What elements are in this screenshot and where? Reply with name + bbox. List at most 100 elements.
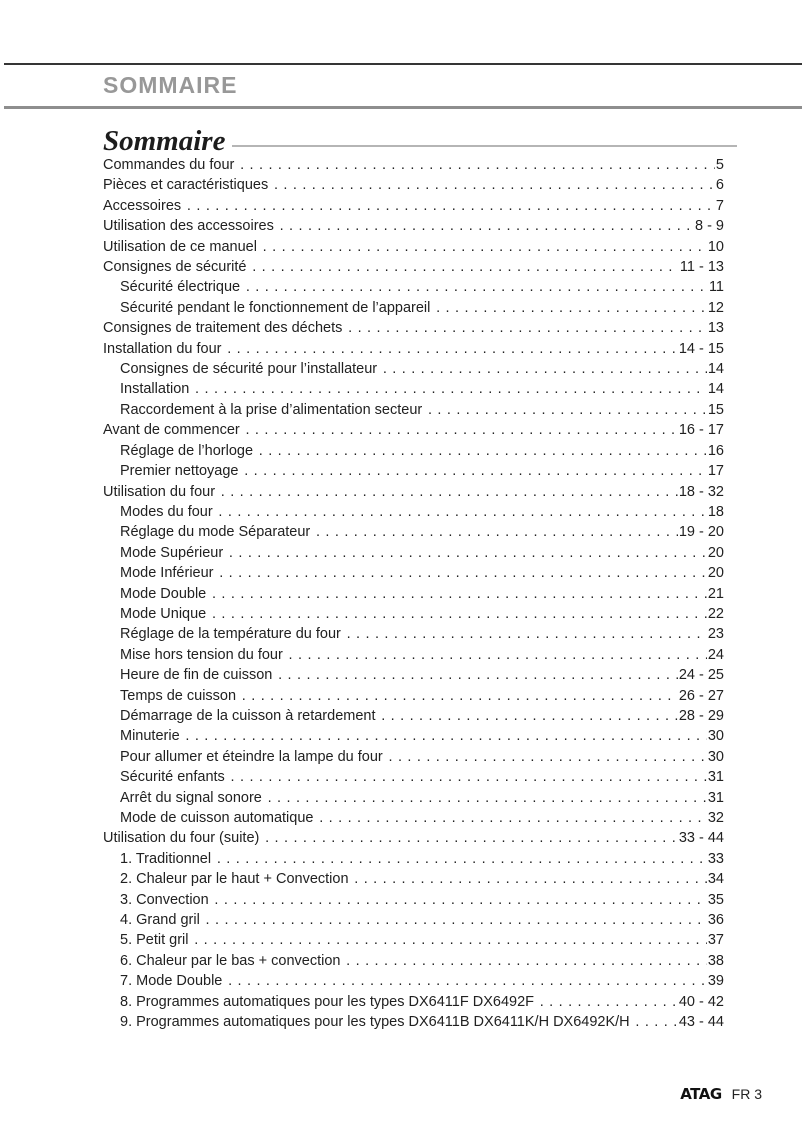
toc-leader-dots: . . . . . . . . . . . . . . . . . . . . … (278, 667, 678, 684)
toc-entry-page: 8 - 9 (694, 218, 724, 235)
toc-entry: 7. Mode Double . . . . . . . . . . . . .… (103, 971, 724, 991)
toc-leader-dots: . . . . . . . . . . . . . . . . . . . . … (635, 1014, 678, 1031)
page-header-title: SOMMAIRE (103, 72, 238, 98)
toc-entry: Consignes de sécurité pour l’installateu… (103, 359, 724, 379)
toc-leader-dots: . . . . . . . . . . . . . . . . . . . . … (227, 340, 677, 357)
toc-entry-page: 24 (707, 646, 724, 663)
toc-leader-dots: . . . . . . . . . . . . . . . . . . . . … (219, 565, 707, 582)
toc-entry-label: Commandes du four (103, 157, 235, 173)
toc-entry-label: Premier nettoyage (120, 463, 239, 480)
toc-leader-dots: . . . . . . . . . . . . . . . . . . . . … (279, 218, 691, 235)
page-footer: ATAG FR 3 (680, 1085, 762, 1103)
toc-leader-dots: . . . . . . . . . . . . . . . . . . . . … (382, 361, 707, 378)
toc-entry-label: Utilisation du four (103, 483, 216, 500)
footer-page-label: FR 3 (731, 1086, 762, 1102)
toc-entry-label: 6. Chaleur par le bas + convection (120, 952, 341, 969)
toc-entry: Accessoires . . . . . . . . . . . . . . … (103, 196, 724, 216)
toc-entry-page: 21 (707, 585, 724, 602)
toc-entry-page: 38 (707, 952, 724, 969)
toc-entry-label: Démarrage de la cuisson à retardement (120, 707, 376, 724)
toc-entry-label: Mode Unique (120, 605, 207, 622)
toc-entry-label: Sécurité pendant le fonctionnement de l’… (120, 299, 431, 316)
toc-entry: Sécurité pendant le fonctionnement de l’… (103, 298, 724, 318)
toc-entry-page: 32 (707, 810, 724, 826)
toc-entry-page: 31 (707, 789, 724, 806)
toc-entry-label: Arrêt du signal sonore (120, 789, 262, 806)
toc-entry-label: Utilisation du four (suite) (103, 830, 260, 847)
toc-entry-label: Accessoires (103, 197, 182, 214)
toc-leader-dots: . . . . . . . . . . . . . . . . . . . . … (388, 748, 706, 765)
toc-leader-dots: . . . . . . . . . . . . . . . . . . . . … (218, 503, 706, 520)
toc-leader-dots: . . . . . . . . . . . . . . . . . . . . … (185, 728, 707, 745)
toc-entry-page: 18 (707, 503, 724, 520)
header-bottom-rule (4, 106, 802, 109)
toc-entry-page: 10 (707, 238, 724, 255)
toc-entry: Premier nettoyage . . . . . . . . . . . … (103, 461, 724, 481)
toc-entry-label: Consignes de sécurité pour l’installateu… (120, 361, 378, 378)
toc-entry-label: Consignes de sécurité (103, 259, 247, 276)
toc-entry-label: Installation (120, 381, 190, 398)
toc-leader-dots: . . . . . . . . . . . . . . . . . . . . … (315, 524, 678, 541)
toc-entry-page: 5 (715, 157, 724, 173)
toc-entry-label: Réglage du mode Séparateur (120, 524, 311, 541)
toc-entry-label: 4. Grand gril (120, 912, 200, 929)
toc-leader-dots: . . . . . . . . . . . . . . . . . . . . … (381, 707, 678, 724)
toc-entry-label: Heure de fin de cuisson (120, 667, 273, 684)
toc-entry: Heure de fin de cuisson . . . . . . . . … (103, 665, 724, 685)
toc-entry-label: Mode de cuisson automatique (120, 810, 314, 826)
toc-leader-dots: . . . . . . . . . . . . . . . . . . . . … (348, 320, 703, 337)
toc-entry-page: 30 (707, 728, 724, 745)
toc-list: Commandes du four . . . . . . . . . . . … (103, 155, 724, 1032)
toc-entry: Mode Double . . . . . . . . . . . . . . … (103, 584, 724, 604)
toc-leader-dots: . . . . . . . . . . . . . . . . . . . . … (211, 585, 707, 602)
toc-entry: Minuterie . . . . . . . . . . . . . . . … (103, 726, 724, 746)
atag-logo: ATAG (680, 1085, 722, 1103)
toc-title-rule (232, 144, 737, 147)
toc-entry-page: 36 (707, 912, 724, 929)
toc-entry-page: 24 - 25 (678, 667, 724, 684)
toc-entry-page: 33 (707, 850, 724, 867)
toc-entry-label: Raccordement à la prise d’alimentation s… (120, 401, 423, 418)
toc-leader-dots: . . . . . . . . . . . . . . . . . . . . … (216, 850, 704, 867)
toc-entry: 6. Chaleur par le bas + convection . . .… (103, 951, 724, 971)
toc-entry-page: 19 - 20 (678, 524, 724, 541)
toc-entry-label: 8. Programmes automatiques pour les type… (120, 993, 534, 1010)
toc-entry: Pour allumer et éteindre la lampe du fou… (103, 747, 724, 767)
toc-entry-page: 11 (708, 279, 724, 296)
toc-leader-dots: . . . . . . . . . . . . . . . . . . . . … (194, 932, 707, 949)
toc-leader-dots: . . . . . . . . . . . . . . . . . . . . … (539, 993, 677, 1010)
header-top-rule (4, 63, 802, 65)
toc-leader-dots: . . . . . . . . . . . . . . . . . . . . … (262, 238, 703, 255)
toc-leader-dots: . . . . . . . . . . . . . . . . . . . . … (241, 687, 678, 704)
toc-entry: Utilisation du four . . . . . . . . . . … (103, 482, 724, 502)
toc-entry-label: Mode Inférieur (120, 565, 214, 582)
toc-entry: Consignes de sécurité . . . . . . . . . … (103, 257, 724, 277)
toc-entry-label: Minuterie (120, 728, 180, 745)
toc-leader-dots: . . . . . . . . . . . . . . . . . . . . … (220, 483, 678, 500)
toc-leader-dots: . . . . . . . . . . . . . . . . . . . . … (436, 299, 706, 316)
toc-leader-dots: . . . . . . . . . . . . . . . . . . . . … (205, 912, 707, 929)
toc-entry-label: 7. Mode Double (120, 973, 223, 990)
toc-leader-dots: . . . . . . . . . . . . . . . . . . . . … (245, 279, 705, 296)
toc-leader-dots: . . . . . . . . . . . . . . . . . . . . … (273, 177, 714, 194)
toc-entry-page: 35 (707, 891, 724, 908)
toc-entry: 4. Grand gril . . . . . . . . . . . . . … (103, 910, 724, 930)
toc-entry-page: 13 (707, 320, 724, 337)
toc-entry-page: 15 (707, 401, 724, 418)
toc-entry-page: 14 (707, 381, 724, 398)
toc-entry-label: Mode Double (120, 585, 207, 602)
toc-leader-dots: . . . . . . . . . . . . . . . . . . . . … (228, 973, 706, 990)
toc-entry: Raccordement à la prise d’alimentation s… (103, 400, 724, 420)
toc-entry-page: 22 (707, 605, 724, 622)
toc-entry: Réglage de la température du four . . . … (103, 624, 724, 644)
toc-entry: Mode Inférieur . . . . . . . . . . . . .… (103, 563, 724, 583)
toc-entry-page: 37 (707, 932, 724, 949)
toc-leader-dots: . . . . . . . . . . . . . . . . . . . . … (252, 259, 679, 276)
toc-leader-dots: . . . . . . . . . . . . . . . . . . . . … (265, 830, 677, 847)
toc-leader-dots: . . . . . . . . . . . . . . . . . . . . … (214, 891, 706, 908)
toc-entry-label: 2. Chaleur par le haut + Convection (120, 871, 349, 888)
toc-entry-page: 20 (707, 544, 724, 561)
toc-entry-label: 9. Programmes automatiques pour les type… (120, 1014, 630, 1031)
toc-entry: Installation . . . . . . . . . . . . . .… (103, 379, 724, 399)
